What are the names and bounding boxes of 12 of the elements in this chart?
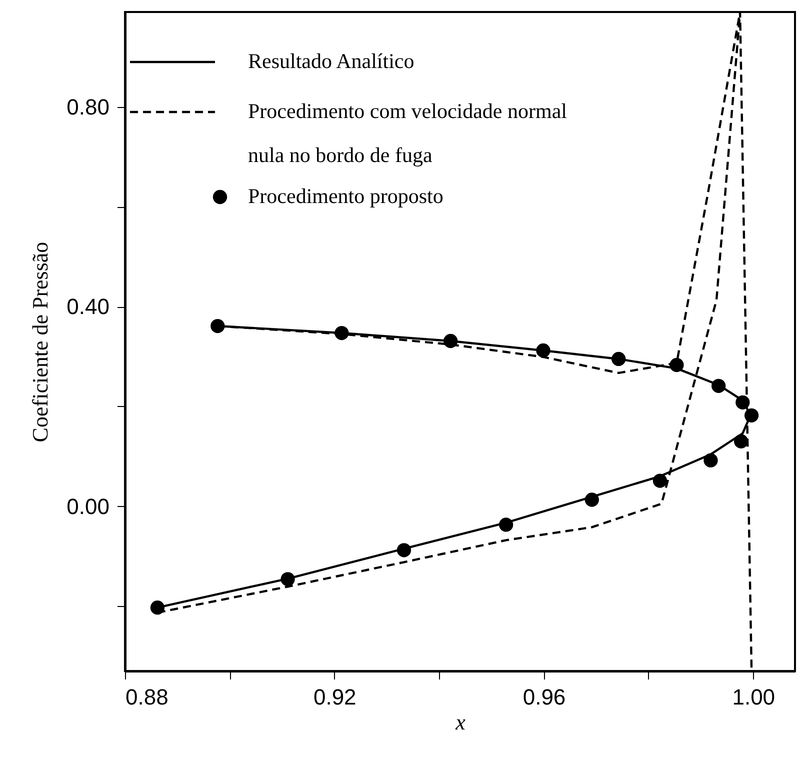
x-tick-label: 1.00 — [732, 684, 776, 710]
y-tick-label: 0.00 — [66, 494, 110, 519]
x-axis-title: x — [454, 710, 466, 734]
y-tick-label: 0.80 — [66, 94, 110, 120]
y-tick-label: 0.40 — [66, 294, 110, 320]
legend-label: Resultado Analítico — [248, 49, 414, 73]
x-tick-label: 0.92 — [313, 684, 356, 710]
y-axis-title: Coeficiente de Pressão — [28, 242, 53, 442]
legend-label: Procedimento com velocidade normal nula no bordo de fuga — [248, 99, 568, 167]
legend-label: Procedimento proposto — [248, 184, 444, 208]
x-tick-label: 0.96 — [522, 684, 566, 710]
x-tick-label: 0.88 — [126, 684, 168, 710]
